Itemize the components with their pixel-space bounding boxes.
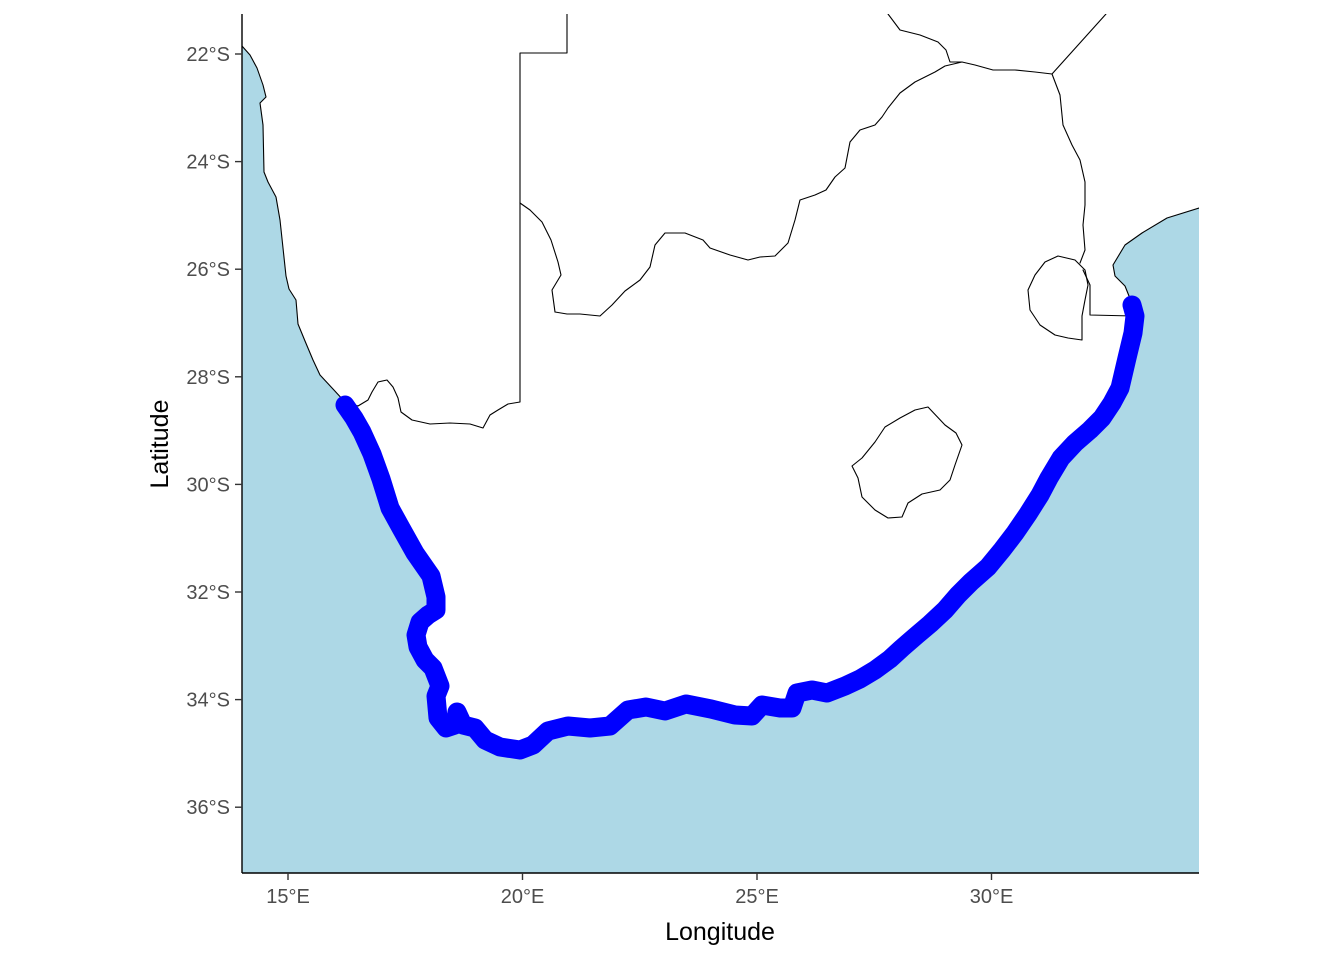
y-tick-label: 30°S <box>186 474 230 496</box>
y-tick-label: 34°S <box>186 690 230 712</box>
namibia-botswana-border <box>344 14 568 429</box>
land-area <box>242 14 1199 750</box>
y-tick-label: 32°S <box>186 582 230 604</box>
eswatini-border <box>1027 255 1089 341</box>
zimbabwe-border <box>887 14 963 63</box>
highlighted-coastline-route <box>335 295 1145 760</box>
x-tick-label: 25°E <box>735 886 779 908</box>
y-tick-label: 28°S <box>186 367 230 389</box>
y-tick-label: 22°S <box>186 44 230 66</box>
x-tick-label: 30°E <box>970 886 1014 908</box>
x-tick-label: 15°E <box>266 886 310 908</box>
lesotho-border <box>851 406 963 519</box>
y-tick-label: 24°S <box>186 152 230 174</box>
y-axis-title: Latitude <box>146 400 174 489</box>
botswana-south-africa-border <box>519 61 1053 317</box>
y-tick-label: 26°S <box>186 259 230 281</box>
map-panel <box>242 14 1199 873</box>
x-axis-ticks: 15°E 20°E 25°E 30°E <box>266 873 1013 908</box>
border-lines <box>242 14 1199 519</box>
y-tick-label: 36°S <box>186 797 230 819</box>
x-axis-title: Longitude <box>665 918 775 946</box>
x-tick-label: 20°E <box>501 886 545 908</box>
y-axis-ticks: 22°S 24°S 26°S 28°S 30°S 32°S 34°S 36°S <box>186 44 242 819</box>
